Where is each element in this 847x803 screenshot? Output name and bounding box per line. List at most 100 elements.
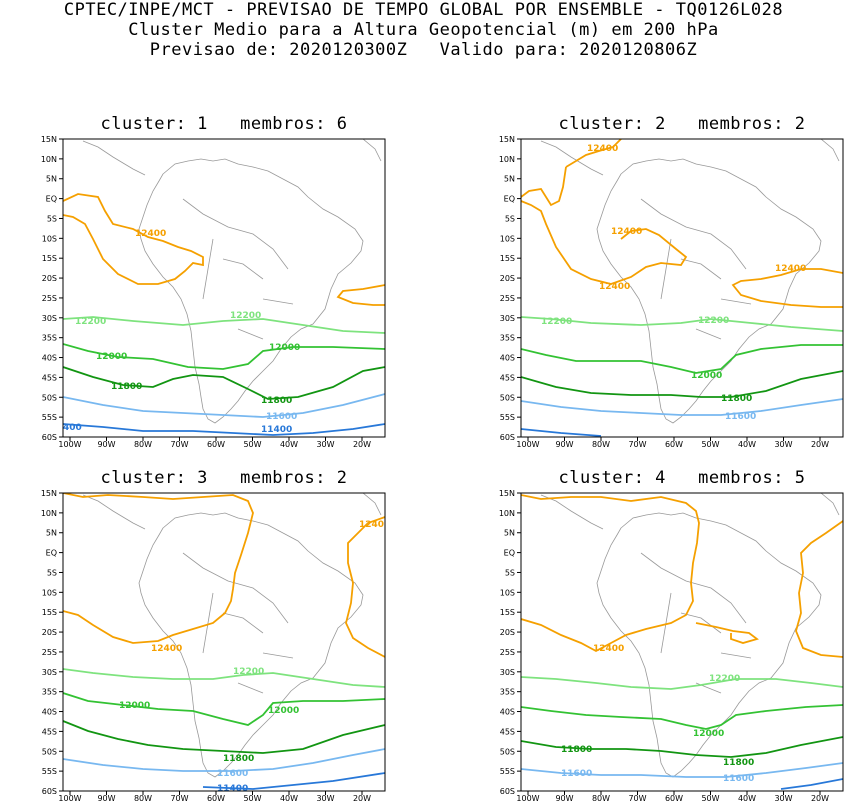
contour-line-12400 <box>521 200 688 285</box>
lon-tick-label: 40W <box>738 440 756 449</box>
contour-label: 11800 <box>223 754 254 764</box>
lat-tick-label: 25S <box>500 648 515 657</box>
lon-tick-label: 80W <box>592 794 610 803</box>
lat-tick-label: 60S <box>42 787 57 796</box>
lon-tick-label: 30W <box>774 794 792 803</box>
panel-1-title: cluster: 1 membros: 6 <box>100 114 348 134</box>
lat-tick-label: 50S <box>42 393 57 402</box>
contour-line-12400 <box>63 193 204 285</box>
lon-tick-label: 100W <box>58 794 81 803</box>
lat-tick-label: 5N <box>46 529 57 538</box>
lat-tick-label: EQ <box>46 549 57 558</box>
coastline <box>82 493 382 778</box>
contour-label: 11600 <box>725 412 756 422</box>
map-panel-3: 12400 1240 12200 12000 12000 11800 11600 11400 1… <box>41 489 386 803</box>
contour-line-12400 <box>731 268 843 308</box>
contour-label: 12200 <box>75 317 106 327</box>
contour-line-12400 <box>521 494 700 653</box>
contour-line-12400 <box>345 516 385 658</box>
contour-line-12200 <box>521 676 843 690</box>
contour-label: 11400 <box>217 784 248 794</box>
lat-tick-label: 15N <box>499 135 515 144</box>
contour-line-11400 <box>780 778 843 790</box>
lat-tick-label: 30S <box>42 668 57 677</box>
lon-tick-label: 40W <box>280 440 298 449</box>
lon-tick-label: 50W <box>243 794 261 803</box>
lon-tick-label: 60W <box>207 440 225 449</box>
lon-tick-label: 50W <box>701 794 719 803</box>
lat-tick-label: EQ <box>504 549 515 558</box>
panel-3-title: cluster: 3 membros: 2 <box>100 468 348 488</box>
map-frame <box>520 492 844 792</box>
contour-line-12400 <box>795 520 843 658</box>
lon-tick-label: 20W <box>811 440 829 449</box>
contour-line-11800 <box>521 370 843 398</box>
lon-tick-label: 70W <box>628 794 646 803</box>
contour-label: 12000 <box>693 729 724 739</box>
lat-tick-label: 10S <box>42 588 57 597</box>
contour-label: 12000 <box>269 343 300 353</box>
contour-label: 11800 <box>561 745 592 755</box>
contour-line-11600 <box>63 748 385 772</box>
contour-label: 12400 <box>611 227 642 237</box>
lat-tick-label: 10N <box>499 509 515 518</box>
contour-line-11800 <box>63 720 385 754</box>
contour-label: 1240 <box>359 520 384 530</box>
lat-tick-label: 15S <box>500 608 515 617</box>
contour-label: 11600 <box>723 774 754 784</box>
header-line-2: Cluster Medio para a Altura Geopotencial… <box>128 20 719 40</box>
lat-tick-label: 5S <box>505 214 515 223</box>
contour-label: 12400 <box>135 229 166 239</box>
lat-tick-label: 15S <box>42 608 57 617</box>
contour-label: 12000 <box>96 352 127 362</box>
lat-tick-label: 55S <box>500 767 515 776</box>
lat-tick-label: 35S <box>42 688 57 697</box>
lat-tick-label: 5S <box>505 568 515 577</box>
lon-tick-label: 20W <box>811 794 829 803</box>
contour-line-11600 <box>521 398 843 416</box>
contour-line-12400 <box>521 139 622 207</box>
contour-line-11400 <box>63 423 385 436</box>
contour-label: 12200 <box>541 317 572 327</box>
lat-tick-label: 50S <box>500 747 515 756</box>
contour-line-12400 <box>695 622 759 644</box>
lat-tick-label: 5S <box>47 214 57 223</box>
lat-tick-label: 35S <box>42 334 57 343</box>
lat-tick-label: 50S <box>500 393 515 402</box>
contour-label: 11800 <box>111 382 142 392</box>
lat-tick-label: 5N <box>504 529 515 538</box>
panel-2-title: cluster: 2 membros: 2 <box>558 114 806 134</box>
lat-tick-label: 55S <box>500 413 515 422</box>
contour-line-12000 <box>63 343 385 370</box>
lon-tick-label: 70W <box>628 440 646 449</box>
lat-tick-label: 10N <box>41 155 57 164</box>
contour-label: 12400 <box>593 644 624 654</box>
lat-tick-label: 45S <box>500 727 515 736</box>
header-line-1: CPTEC/INPE/MCT - PREVISAO DE TEMPO GLOBA… <box>63 0 784 20</box>
lat-tick-label: 30S <box>500 314 515 323</box>
lat-tick-label: 30S <box>500 668 515 677</box>
lon-tick-label: 80W <box>592 440 610 449</box>
lon-tick-label: 100W <box>516 794 539 803</box>
lon-tick-label: 40W <box>738 794 756 803</box>
lon-tick-label: 60W <box>665 440 683 449</box>
lat-tick-label: 40S <box>500 354 515 363</box>
lon-tick-label: 80W <box>134 794 152 803</box>
contour-line-11800 <box>521 736 843 758</box>
contour-label: 12000 <box>691 371 722 381</box>
coastline <box>540 493 840 778</box>
contour-label: 12400 <box>599 282 630 292</box>
lon-tick-label: 100W <box>58 440 81 449</box>
lat-tick-label: EQ <box>46 195 57 204</box>
lat-tick-label: 45S <box>42 727 57 736</box>
lat-tick-label: 35S <box>500 688 515 697</box>
lon-tick-label: 50W <box>701 440 719 449</box>
lon-tick-label: 90W <box>97 440 115 449</box>
contour-line-11600 <box>63 393 385 418</box>
panel-4-title: cluster: 4 membros: 5 <box>558 468 806 488</box>
lat-tick-label: 55S <box>42 413 57 422</box>
contour-line-11600 <box>521 762 843 778</box>
lon-tick-label: 50W <box>243 440 261 449</box>
header-line-3: Previsao de: 2020120300Z Valido para: 20… <box>149 40 698 60</box>
lat-tick-label: 60S <box>500 433 515 442</box>
